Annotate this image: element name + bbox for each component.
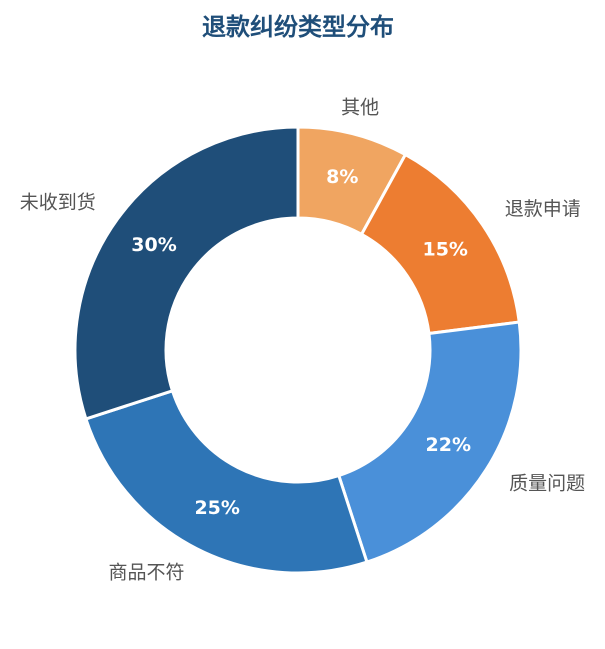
- category-label: 质量问题: [509, 472, 585, 494]
- value-label: 30%: [131, 234, 176, 256]
- value-label: 15%: [422, 238, 467, 260]
- slice: [84, 388, 369, 575]
- value-label: 8%: [326, 166, 358, 188]
- category-label: 退款申请: [505, 198, 581, 220]
- slice: [73, 125, 300, 421]
- category-label: 其他: [341, 96, 379, 118]
- category-label: 未收到货: [20, 192, 96, 214]
- value-label: 22%: [426, 434, 471, 456]
- slice: [336, 320, 523, 564]
- category-label: 商品不符: [108, 561, 184, 583]
- value-label: 25%: [194, 497, 239, 519]
- chart-title: 退款纠纷类型分布: [202, 13, 394, 41]
